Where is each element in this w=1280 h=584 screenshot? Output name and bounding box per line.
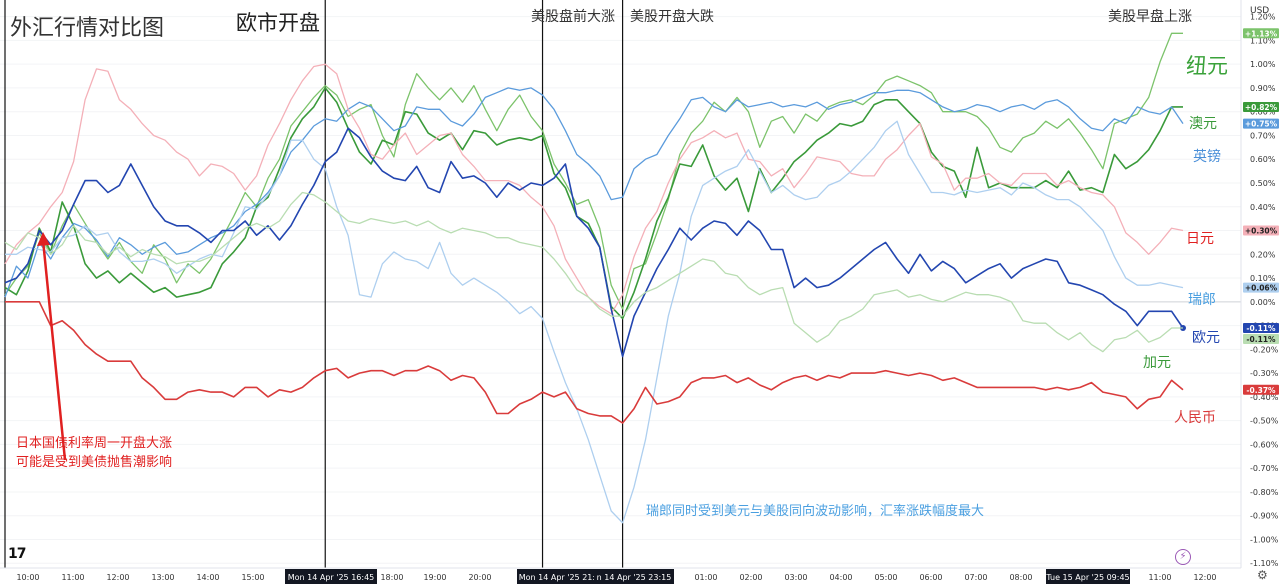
series-label-cny: 人民币 — [1174, 410, 1216, 426]
y-tick-label: 0.40% — [1250, 203, 1276, 212]
series-line-0[interactable] — [4, 32, 1183, 310]
series-line-7[interactable] — [5, 300, 1184, 424]
x-tick-highlight — [517, 569, 607, 584]
x-tick-label: 14:00 — [196, 573, 219, 582]
y-tick-label: -0.50% — [1250, 417, 1279, 426]
x-tick-label: 07:00 — [964, 573, 987, 582]
x-tick-label: 12:00 — [1193, 573, 1216, 582]
tradingview-logo: 17 — [8, 546, 27, 562]
last-value-badges: +1.13% +0.82% +0.75% +0.30% +0.06% -0.11% -0.1… — [1243, 28, 1279, 395]
last-value-badge-text: +0.06% — [1245, 284, 1278, 293]
x-tick-label: 04:00 — [829, 573, 852, 582]
x-tick-label: Mon 14 Apr '25 21:30 — [519, 573, 606, 582]
series-line-6[interactable] — [4, 191, 1183, 353]
series-label-aud: 澳元 — [1189, 116, 1217, 132]
y-tick-label: 0.90% — [1250, 84, 1276, 93]
event-label-open-drop: 美股开盘大跌 — [630, 9, 714, 25]
x-tick-label: 20:00 — [468, 573, 491, 582]
gear-icon[interactable]: ⚙ — [1257, 568, 1268, 582]
y-tick-label: 0.00% — [1250, 298, 1276, 307]
series-label-nzd: 纽元 — [1186, 54, 1228, 78]
x-tick-label: n 14 Apr '25 23:15 — [597, 573, 672, 582]
chf-annotation: 瑞郎同时受到美元与美股同向波动影响，汇率涨跌幅度最大 — [646, 504, 985, 519]
last-value-badge — [1243, 118, 1279, 129]
jpy-annotation: 日本国债利率周一开盘大涨 可能是受到美债抛售潮影响 — [16, 434, 172, 472]
jpy-annotation-line1: 日本国债利率周一开盘大涨 — [16, 436, 173, 451]
x-tick-label: 10:00 — [16, 573, 39, 582]
annotation-arrow — [37, 232, 67, 461]
y-tick-label: 0.50% — [1250, 179, 1276, 188]
y-tick-label: -0.30% — [1250, 369, 1279, 378]
last-value-badge-text: -0.37% — [1246, 386, 1276, 395]
last-value-badge-text: -0.11% — [1246, 324, 1276, 333]
x-tick-label: Mon 14 Apr '25 16:45 — [288, 573, 375, 582]
y-tick-label: -0.40% — [1250, 393, 1279, 402]
x-tick-label: 01:00 — [694, 573, 717, 582]
last-value-badge — [1243, 322, 1279, 333]
y-tick-label: -0.60% — [1250, 440, 1279, 449]
series-line-1[interactable] — [4, 87, 1183, 320]
series-label-jpy: 日元 — [1186, 231, 1214, 247]
y-tick-label: -0.20% — [1250, 345, 1279, 354]
series-label-eur: 欧元 — [1192, 330, 1220, 346]
series-line-5[interactable] — [4, 127, 1184, 358]
y-tick-label: 0.10% — [1250, 274, 1276, 283]
y-tick-label: -0.70% — [1250, 464, 1279, 473]
y-tick-label: -0.80% — [1250, 488, 1279, 497]
x-tick-label: 05:00 — [874, 573, 897, 582]
chart-title: 外汇行情对比图 — [10, 16, 165, 41]
x-tick-highlight — [285, 569, 377, 584]
x-tick-label: Tue 15 Apr '25 09:45 — [1045, 573, 1129, 582]
y-tick-label: 1.20% — [1250, 13, 1276, 22]
series-label-gbp: 英镑 — [1193, 149, 1221, 165]
series-label-chf: 瑞郎 — [1188, 292, 1216, 308]
europe-open-label: 欧市开盘 — [236, 11, 320, 35]
event-label-premarket: 美股盘前大涨 — [531, 9, 615, 25]
x-tick-highlight — [1046, 569, 1130, 584]
last-value-badge — [1243, 282, 1279, 293]
x-tick-label: 13:00 — [151, 573, 174, 582]
y-tick-label: 1.10% — [1250, 36, 1276, 45]
last-value-badge — [1243, 384, 1279, 395]
x-tick-label: 08:00 — [1009, 573, 1032, 582]
x-tick-label: 15:00 — [241, 573, 264, 582]
time-axis: 10:00 11:00 12:00 13:00 14:00 15:00 Mon 14 Apr… — [16, 569, 1217, 584]
x-tick-label: 11:00 — [1148, 573, 1171, 582]
series-label-cad: 加元 — [1143, 355, 1171, 371]
x-tick-label: 18:00 — [380, 573, 403, 582]
y-tick-label: 0.70% — [1250, 131, 1276, 140]
y-tick-label: -1.00% — [1250, 535, 1279, 544]
x-tick-label: 06:00 — [919, 573, 942, 582]
x-tick-label: 11:00 — [61, 573, 84, 582]
x-tick-highlight — [594, 569, 674, 584]
y-tick-label: 0.60% — [1250, 155, 1276, 164]
jpy-annotation-line2: 可能是受到美债抛售潮影响 — [16, 455, 173, 470]
last-value-badge — [1243, 225, 1279, 236]
last-value-badge-text: +0.82% — [1245, 103, 1278, 112]
last-value-badge-text: +0.75% — [1245, 120, 1278, 129]
last-value-badge — [1243, 333, 1279, 344]
last-value-badge — [1243, 101, 1279, 112]
series-line-3[interactable] — [4, 63, 1184, 315]
series-line-4[interactable] — [5, 120, 1184, 524]
y-tick-label: -0.90% — [1250, 512, 1279, 521]
last-value-badge-text: +1.13% — [1245, 29, 1278, 38]
last-value-badge-text: -0.11% — [1246, 335, 1276, 344]
y-tick-label: 1.00% — [1250, 60, 1276, 69]
last-value-badge — [1243, 28, 1279, 39]
event-label-early-rise: 美股早盘上涨 — [1108, 9, 1192, 25]
series-lines — [4, 32, 1186, 524]
y-tick-label: -1.10% — [1250, 559, 1279, 568]
y-tick-label: 0.80% — [1250, 108, 1276, 117]
x-tick-label: 03:00 — [784, 573, 807, 582]
series-line-2[interactable] — [4, 87, 1184, 298]
x-tick-label: 12:00 — [106, 573, 129, 582]
x-tick-label: 19:00 — [423, 573, 446, 582]
x-tick-label: 02:00 — [739, 573, 762, 582]
y-tick-label: 0.20% — [1250, 250, 1276, 259]
last-value-badge-text: +0.30% — [1245, 227, 1278, 236]
currency-unit[interactable]: USD — [1250, 6, 1270, 16]
lightning-icon[interactable]: ⚡ — [1175, 549, 1191, 565]
